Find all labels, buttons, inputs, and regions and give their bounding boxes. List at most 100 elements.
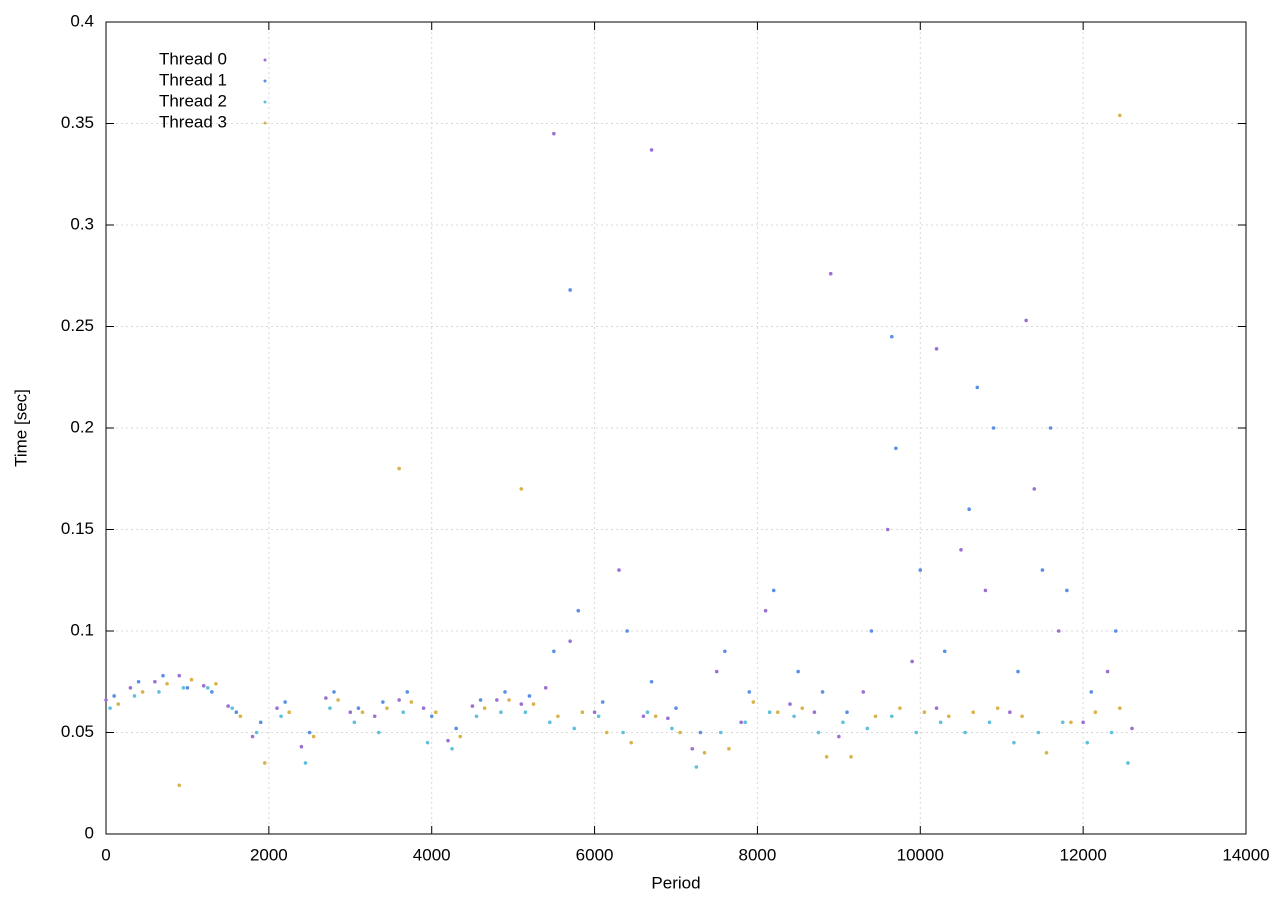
point (938, 720, 943, 725)
point (372, 714, 377, 719)
point (910, 659, 914, 664)
point (547, 720, 552, 725)
point (552, 131, 556, 136)
point (820, 690, 825, 694)
point (694, 765, 699, 769)
point (519, 487, 524, 491)
point (723, 649, 727, 654)
point (873, 714, 878, 719)
point (450, 746, 454, 751)
point (1069, 720, 1073, 725)
point (641, 714, 646, 719)
point (788, 702, 792, 706)
point (894, 446, 898, 451)
point (865, 726, 870, 731)
point (959, 548, 963, 552)
point (812, 710, 817, 714)
point (898, 706, 902, 710)
point (922, 710, 927, 714)
point (751, 700, 756, 704)
x-tick-label: 12000 (1060, 845, 1107, 864)
point (1044, 751, 1049, 755)
point (238, 714, 243, 719)
point (987, 720, 992, 725)
point (470, 704, 475, 708)
point (161, 673, 165, 678)
point (104, 698, 108, 702)
point (629, 740, 634, 745)
y-tick-label: 0.1 (70, 620, 94, 639)
point (792, 714, 796, 719)
point (397, 698, 401, 702)
x-tick-label: 6000 (576, 845, 614, 864)
point (1117, 706, 1122, 710)
point (503, 690, 507, 694)
point (1012, 740, 1016, 745)
point (405, 690, 410, 694)
point (1126, 761, 1130, 765)
x-tick-label: 14000 (1222, 845, 1269, 864)
point (967, 507, 971, 512)
y-tick-label: 0 (85, 823, 94, 842)
point (621, 730, 625, 735)
point (828, 271, 833, 276)
point (600, 700, 605, 704)
point (1024, 318, 1028, 323)
y-axis-label: Time [sec] (11, 389, 30, 467)
point (429, 714, 434, 719)
x-axis-label: Period (651, 873, 700, 892)
point (552, 649, 556, 654)
point (841, 720, 845, 725)
point (1093, 710, 1098, 714)
point (352, 720, 357, 725)
point (140, 690, 145, 694)
point (576, 608, 581, 613)
point (596, 714, 601, 719)
point (971, 710, 976, 714)
point (861, 690, 866, 694)
legend-marker (263, 79, 267, 83)
point (1032, 487, 1037, 491)
point (771, 588, 776, 593)
point (747, 690, 752, 694)
y-tick-label: 0.05 (61, 722, 94, 741)
point (482, 706, 487, 710)
point (837, 734, 841, 739)
y-tick-label: 0.25 (61, 316, 94, 335)
point (201, 684, 206, 688)
point (425, 740, 430, 745)
point (991, 426, 996, 430)
point (360, 710, 365, 714)
point (177, 783, 182, 788)
point (336, 698, 340, 702)
point (478, 698, 483, 702)
point (519, 702, 524, 706)
point (234, 710, 239, 714)
point (849, 755, 853, 759)
point (824, 755, 829, 759)
point (401, 710, 406, 714)
point (678, 730, 682, 735)
point (946, 714, 951, 719)
point (303, 761, 308, 765)
point (433, 710, 438, 714)
point (1056, 629, 1061, 633)
point (356, 706, 361, 710)
point (116, 702, 121, 706)
point (307, 730, 312, 735)
point (592, 710, 597, 714)
point (531, 702, 536, 706)
point (816, 730, 821, 735)
point (523, 710, 528, 714)
point (474, 714, 479, 719)
point (702, 751, 707, 755)
point (376, 730, 381, 735)
point (1040, 568, 1045, 572)
point (1085, 740, 1090, 745)
point (181, 686, 186, 690)
point (454, 726, 458, 731)
point (1020, 714, 1024, 719)
x-tick-label: 10000 (897, 845, 944, 864)
point (262, 761, 267, 765)
point (275, 706, 279, 710)
